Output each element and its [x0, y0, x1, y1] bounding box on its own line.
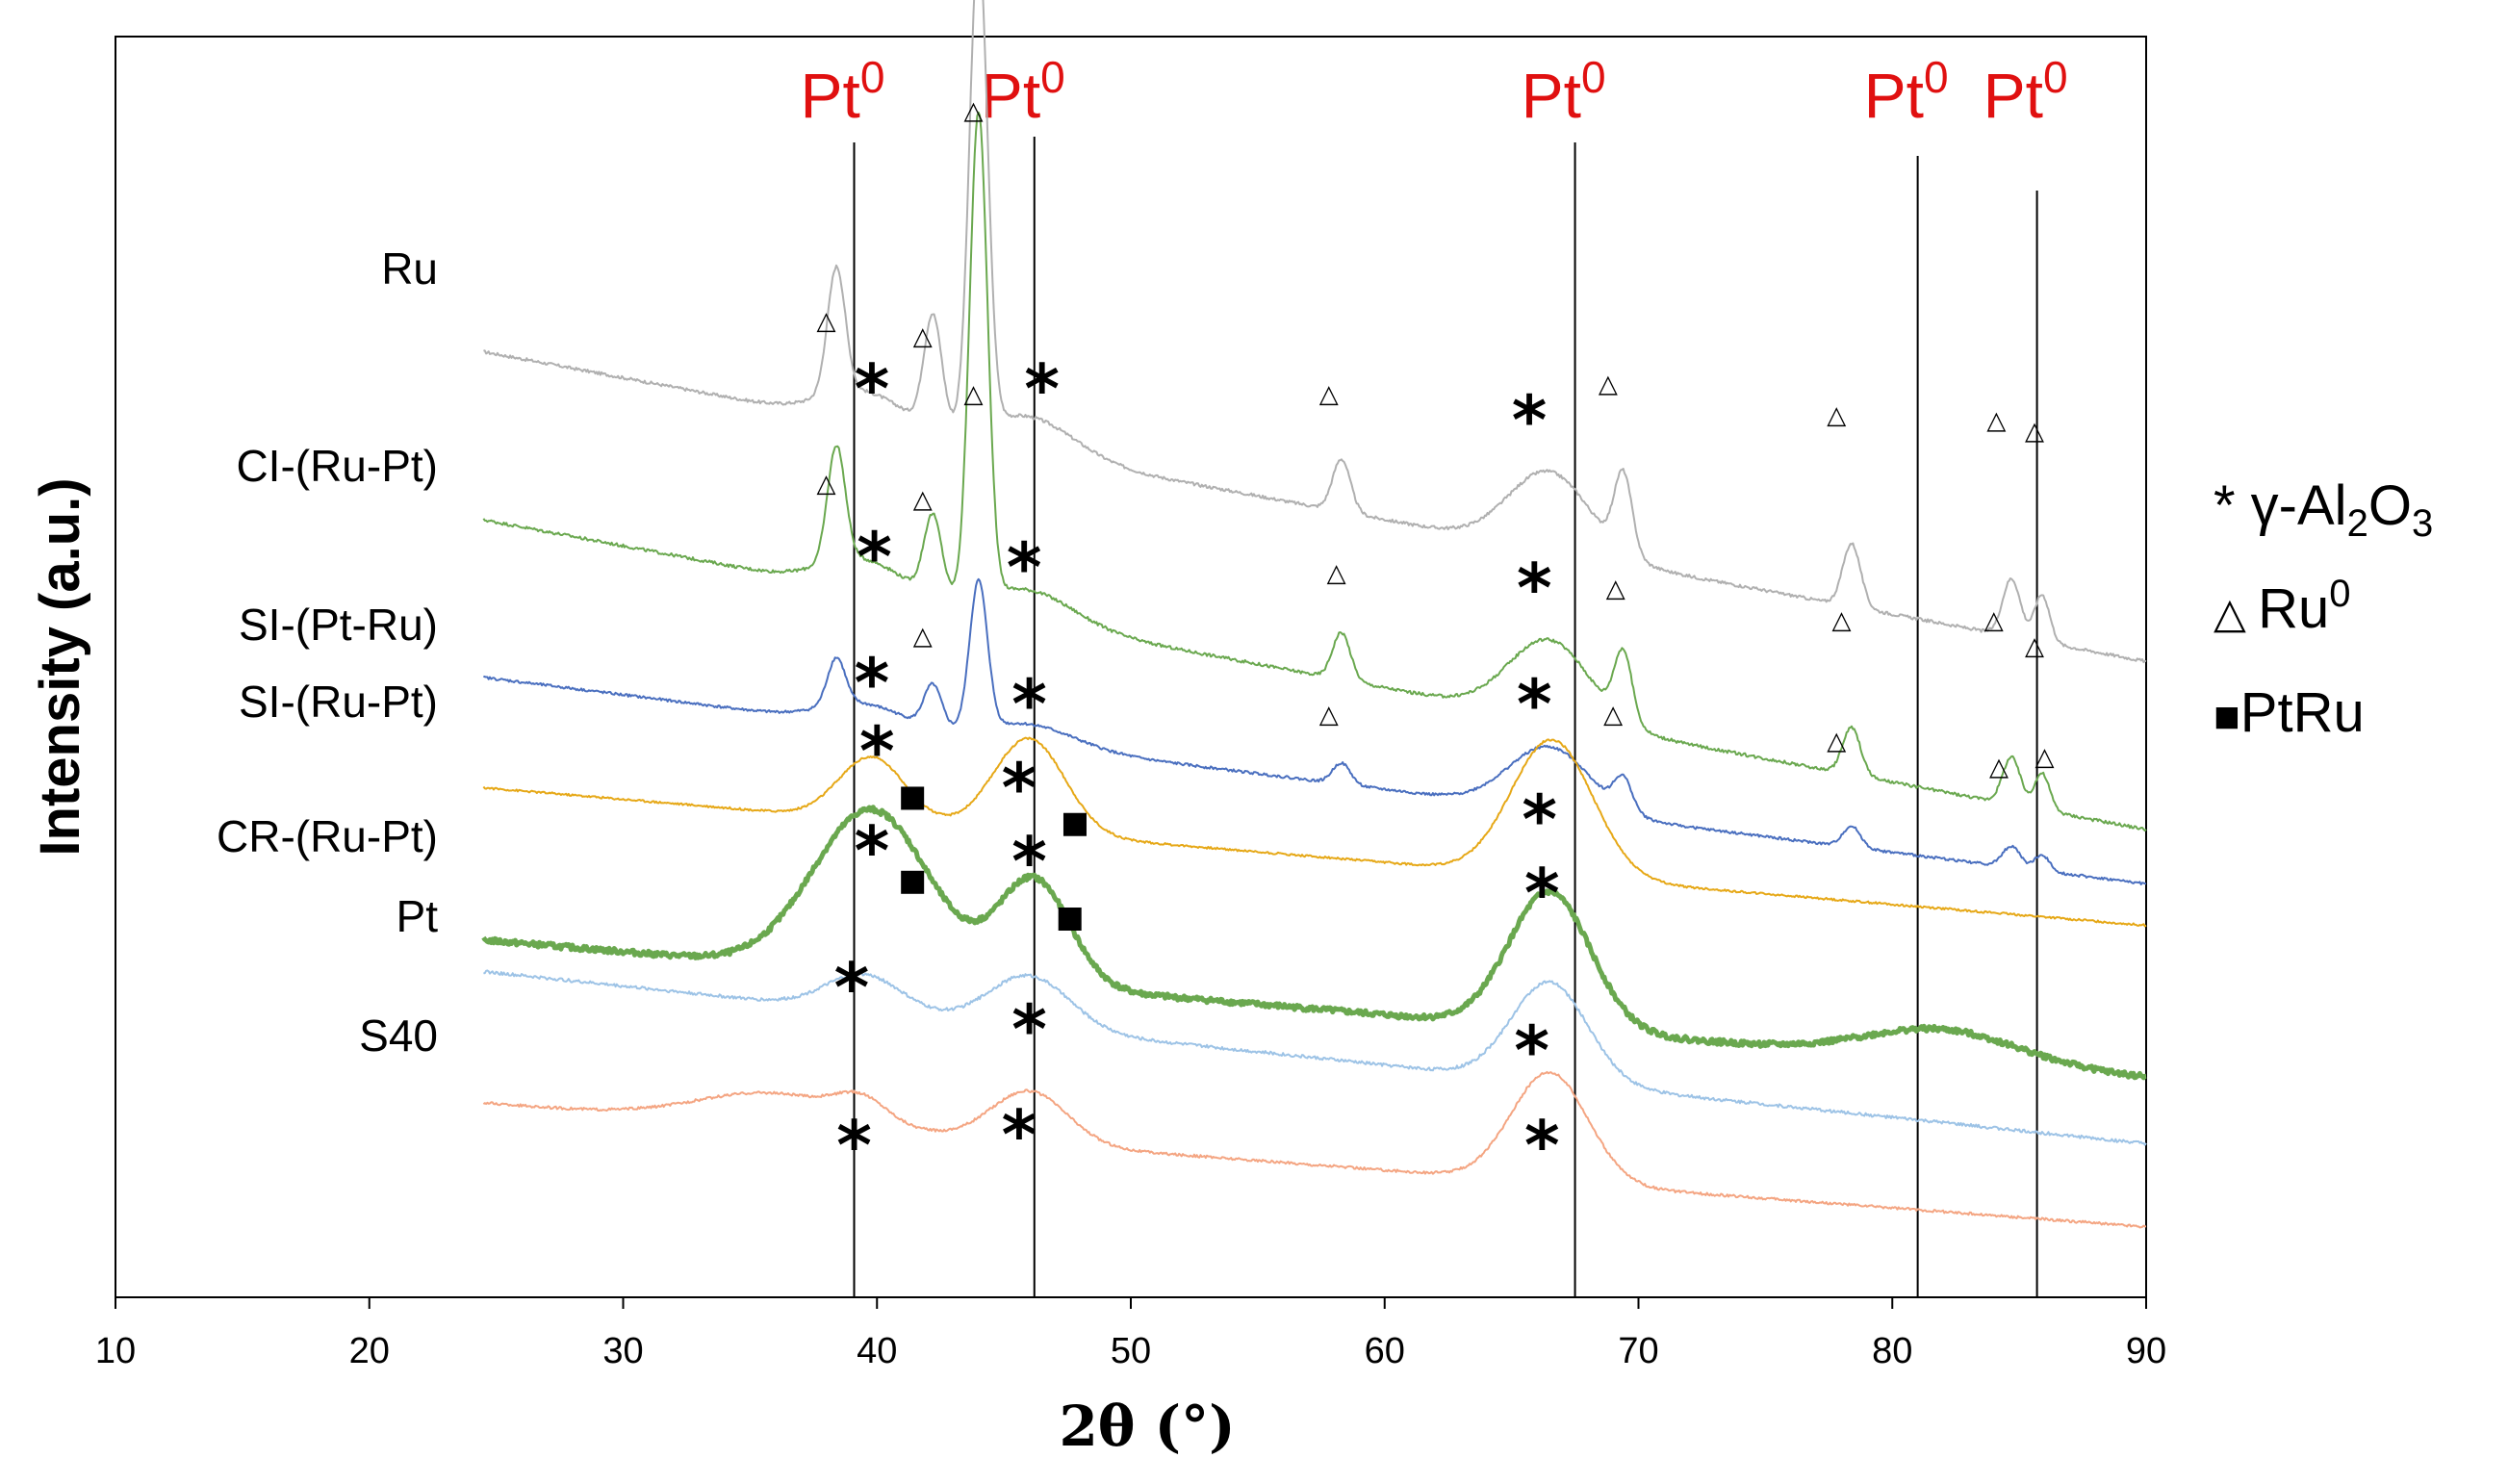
- gamma-alumina-marker: *: [1524, 1106, 1560, 1185]
- gamma-alumina-marker: *: [1514, 1011, 1549, 1090]
- ru0-marker: △: [1327, 559, 1346, 588]
- ru0-marker: △: [1827, 727, 1846, 755]
- trace-cr-ru-pt: [483, 969, 2147, 1146]
- gamma-alumina-marker: *: [855, 812, 890, 891]
- diffraction-traces: [481, 0, 2148, 1229]
- ptru-marker: [1058, 908, 1082, 931]
- gamma-alumina-marker: *: [834, 949, 870, 1028]
- gamma-alumina-marker: *: [855, 644, 890, 723]
- gamma-alumina-marker: *: [1007, 528, 1042, 607]
- legend-gamma-alumina: * γ-Al2O3: [2214, 474, 2433, 545]
- ru0-marker: △: [2025, 417, 2044, 446]
- ptru-marker: [901, 870, 925, 894]
- gamma-alumina-marker: *: [1524, 854, 1560, 933]
- trace-s40: [482, 1070, 2146, 1229]
- y-axis-label: Intensity (a.u.): [29, 477, 91, 856]
- ru0-marker: △: [2025, 632, 2044, 661]
- ru0-marker: △: [913, 322, 933, 351]
- ru0-marker: △: [963, 380, 983, 409]
- trace-label: S40: [359, 1011, 438, 1061]
- ru0-marker: △: [1989, 754, 2009, 782]
- ru0-marker: △: [1986, 406, 2006, 435]
- gamma-alumina-marker: *: [859, 712, 895, 791]
- gamma-alumina-marker: *: [1517, 550, 1552, 628]
- pt0-label: Pt0: [1522, 52, 1606, 131]
- gamma-alumina-marker: *: [1002, 1095, 1037, 1174]
- ru0-marker: △: [1599, 370, 1618, 398]
- legend: * γ-Al2O3 △ Ru0 ■PtRu: [2214, 474, 2433, 744]
- trace-label: SI-(Pt-Ru): [239, 600, 438, 650]
- gamma-alumina-marker: *: [855, 349, 890, 428]
- x-axis: 10 20 30 40 50 60 70 80 90: [95, 1297, 2166, 1371]
- legend-ptru: ■PtRu: [2214, 681, 2365, 744]
- x-tick-label: 90: [2126, 1331, 2166, 1371]
- ru0-marker: △: [913, 622, 933, 651]
- ru0-marker: △: [1832, 606, 1852, 635]
- trace-label: Pt: [397, 891, 439, 941]
- x-tick-label: 30: [602, 1331, 643, 1371]
- trace-labels: Ru CI-(Ru-Pt) SI-(Pt-Ru) SI-(Ru-Pt) CR-(Ru-P…: [217, 243, 438, 1061]
- x-tick-label: 40: [857, 1331, 897, 1371]
- gamma-alumina-marker: *: [1002, 749, 1037, 828]
- ptru-marker: [901, 786, 925, 810]
- ru0-marker: △: [963, 96, 983, 125]
- ru0-marker: △: [817, 307, 836, 336]
- trace-label: CI-(Ru-Pt): [236, 441, 438, 491]
- x-tick-label: 80: [1872, 1331, 1912, 1371]
- x-tick-label: 10: [95, 1331, 136, 1371]
- gamma-alumina-marker: *: [1517, 665, 1552, 744]
- trace-si-pt-ru: [483, 577, 2147, 885]
- x-tick-label: 20: [349, 1331, 390, 1371]
- gamma-alumina-marker: *: [857, 518, 892, 597]
- trace-label: Ru: [381, 243, 438, 294]
- gamma-alumina-marker: *: [1011, 665, 1047, 744]
- x-tick-label: 70: [1618, 1331, 1658, 1371]
- gamma-alumina-marker: *: [1011, 823, 1047, 902]
- ru0-marker: △: [1319, 701, 1339, 729]
- legend-ru0: △ Ru0: [2214, 573, 2350, 640]
- trace-ru: [483, 0, 2147, 664]
- trace-pt: [481, 805, 2148, 1081]
- ru0-marker: △: [2035, 743, 2055, 772]
- ru0-marker: △: [1603, 701, 1623, 729]
- gamma-alumina-marker: *: [836, 1106, 872, 1185]
- ru0-marker: △: [913, 485, 933, 514]
- gamma-alumina-marker: *: [1011, 990, 1047, 1069]
- peak-markers: * * ** * ** * ** * ** * *** ** * *△△△△ △△ △ △△△△△△△ △△△△ △…: [817, 96, 2055, 1185]
- ru0-marker: △: [1319, 380, 1339, 409]
- trace-ci-ru-pt: [482, 111, 2147, 832]
- ptru-marker: [1062, 812, 1087, 836]
- x-axis-label: 2θ (°): [1059, 1394, 1235, 1459]
- ru0-marker: △: [1984, 606, 2004, 635]
- ru0-marker: △: [1606, 575, 1625, 603]
- ru0-marker: △: [1827, 401, 1846, 430]
- trace-label: CR-(Ru-Pt): [217, 811, 438, 861]
- gamma-alumina-marker: *: [1024, 349, 1060, 428]
- trace-si-ru-pt: [482, 736, 2147, 928]
- gamma-alumina-marker: *: [1512, 381, 1548, 460]
- ru0-marker: △: [817, 470, 836, 499]
- x-tick-label: 50: [1111, 1331, 1151, 1371]
- gamma-alumina-marker: *: [1522, 780, 1557, 859]
- x-tick-label: 60: [1365, 1331, 1405, 1371]
- trace-label: SI-(Ru-Pt): [239, 677, 438, 727]
